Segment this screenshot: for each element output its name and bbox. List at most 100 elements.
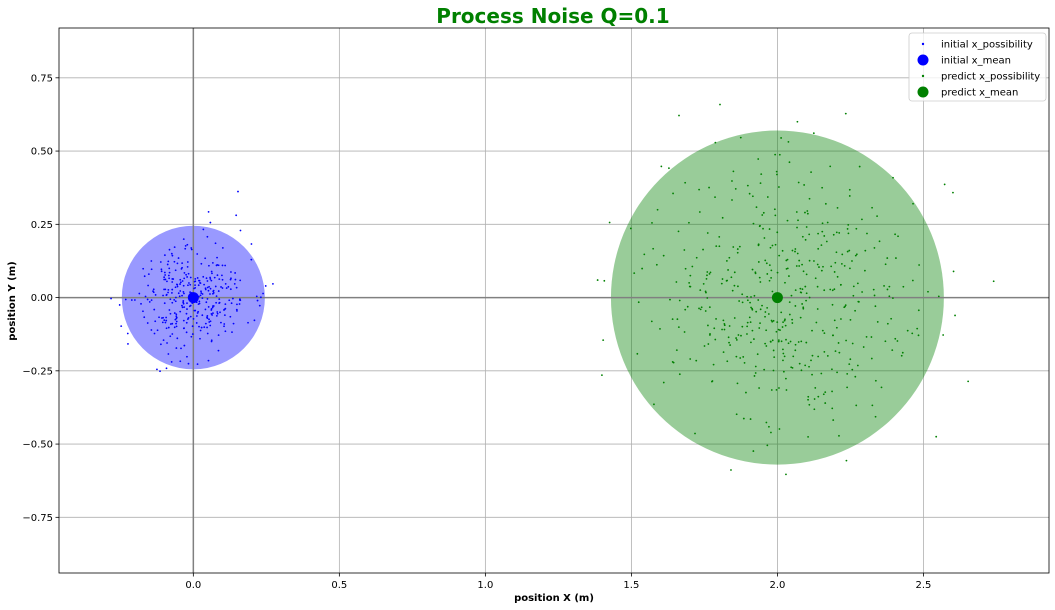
data-point <box>247 321 249 324</box>
data-point <box>731 199 733 201</box>
data-point <box>651 221 653 224</box>
data-point <box>886 322 889 325</box>
data-point <box>183 306 186 308</box>
data-point <box>214 285 217 288</box>
data-point <box>209 324 212 327</box>
data-point <box>765 329 768 332</box>
data-point <box>239 299 242 302</box>
data-point <box>725 279 728 282</box>
data-point <box>217 334 220 337</box>
data-point <box>888 295 891 298</box>
data-point <box>847 232 850 235</box>
data-point <box>769 246 772 249</box>
data-point <box>911 279 914 282</box>
data-point <box>231 331 233 334</box>
data-point <box>764 259 767 262</box>
data-point <box>168 248 171 251</box>
data-point <box>775 330 778 333</box>
data-point <box>801 303 804 305</box>
data-point <box>727 269 729 271</box>
data-point <box>797 219 799 222</box>
data-point <box>695 256 698 259</box>
data-point <box>900 354 903 357</box>
data-point <box>215 314 218 317</box>
data-point <box>832 233 835 236</box>
data-point <box>823 332 826 335</box>
data-point <box>874 415 877 418</box>
data-point <box>118 304 121 306</box>
data-point <box>765 421 768 424</box>
data-point <box>218 278 221 281</box>
data-point <box>677 326 680 329</box>
data-point <box>832 419 835 421</box>
data-point <box>854 309 856 312</box>
data-point <box>726 360 729 363</box>
data-point <box>167 353 170 355</box>
data-point <box>917 309 920 312</box>
data-point <box>152 288 155 291</box>
data-point <box>706 232 709 234</box>
data-point <box>211 261 214 264</box>
data-point <box>750 296 752 298</box>
data-point <box>810 171 812 173</box>
data-point <box>778 254 781 257</box>
data-point <box>719 103 721 106</box>
data-point <box>221 264 224 267</box>
data-point <box>259 296 262 299</box>
data-point <box>824 402 827 404</box>
data-point <box>892 176 894 179</box>
data-point <box>802 307 805 310</box>
data-point <box>672 361 675 364</box>
data-point <box>669 298 671 301</box>
data-point <box>209 287 212 290</box>
data-point <box>185 312 188 315</box>
data-point <box>185 331 188 334</box>
data-point <box>770 269 773 272</box>
data-point <box>906 329 909 332</box>
data-point <box>730 276 733 279</box>
data-point <box>216 274 219 277</box>
data-point <box>182 319 185 322</box>
data-point <box>783 319 786 322</box>
data-point <box>840 263 843 265</box>
data-point <box>737 334 740 336</box>
data-point <box>784 324 787 327</box>
data-point <box>235 286 238 289</box>
data-point <box>189 283 192 286</box>
data-point <box>187 362 190 365</box>
data-point <box>952 270 955 273</box>
data-point <box>186 243 189 246</box>
data-point <box>817 247 820 250</box>
data-point <box>855 227 858 230</box>
data-point <box>221 274 223 277</box>
data-point <box>927 290 929 293</box>
data-point <box>672 192 674 195</box>
data-point <box>709 271 712 274</box>
data-point <box>179 278 182 281</box>
data-point <box>196 253 199 255</box>
data-point <box>754 365 757 368</box>
data-point <box>831 334 834 337</box>
data-point <box>229 315 232 318</box>
data-point <box>727 336 730 339</box>
data-point <box>884 263 887 266</box>
data-point <box>798 265 801 267</box>
data-point <box>896 340 899 342</box>
data-point <box>678 114 680 117</box>
data-point <box>206 314 209 317</box>
data-point <box>195 322 198 324</box>
data-point <box>166 280 168 283</box>
data-point <box>204 308 207 311</box>
data-point <box>170 361 173 363</box>
data-point <box>161 317 163 319</box>
data-point <box>190 248 193 251</box>
data-point <box>804 238 807 241</box>
data-point <box>718 245 721 248</box>
data-point <box>183 277 186 280</box>
data-point <box>807 398 809 401</box>
data-point <box>821 329 824 332</box>
data-point <box>204 257 207 260</box>
data-point <box>235 214 238 217</box>
